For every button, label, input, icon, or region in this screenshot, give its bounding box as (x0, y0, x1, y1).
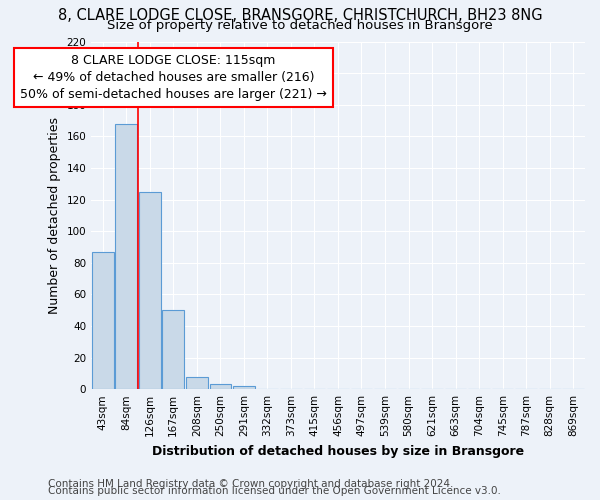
Bar (139, 192, 161, 389)
Text: 8, CLARE LODGE CLOSE, BRANSGORE, CHRISTCHURCH, BH23 8NG: 8, CLARE LODGE CLOSE, BRANSGORE, CHRISTC… (58, 8, 542, 22)
Bar (163, 310, 184, 389)
Text: Contains public sector information licensed under the Open Government Licence v3: Contains public sector information licen… (48, 486, 501, 496)
Y-axis label: Number of detached properties: Number of detached properties (48, 117, 61, 314)
Text: Contains HM Land Registry data © Crown copyright and database right 2024.: Contains HM Land Registry data © Crown c… (48, 479, 454, 489)
Bar (115, 124, 137, 389)
Bar (186, 376, 208, 389)
Bar (92, 252, 113, 389)
X-axis label: Distribution of detached houses by size in Bransgore: Distribution of detached houses by size … (152, 444, 524, 458)
Bar (233, 386, 254, 389)
Text: 8 CLARE LODGE CLOSE: 115sqm
← 49% of detached houses are smaller (216)
50% of se: 8 CLARE LODGE CLOSE: 115sqm ← 49% of det… (20, 54, 327, 101)
Text: Size of property relative to detached houses in Bransgore: Size of property relative to detached ho… (107, 18, 493, 32)
Bar (209, 384, 231, 389)
